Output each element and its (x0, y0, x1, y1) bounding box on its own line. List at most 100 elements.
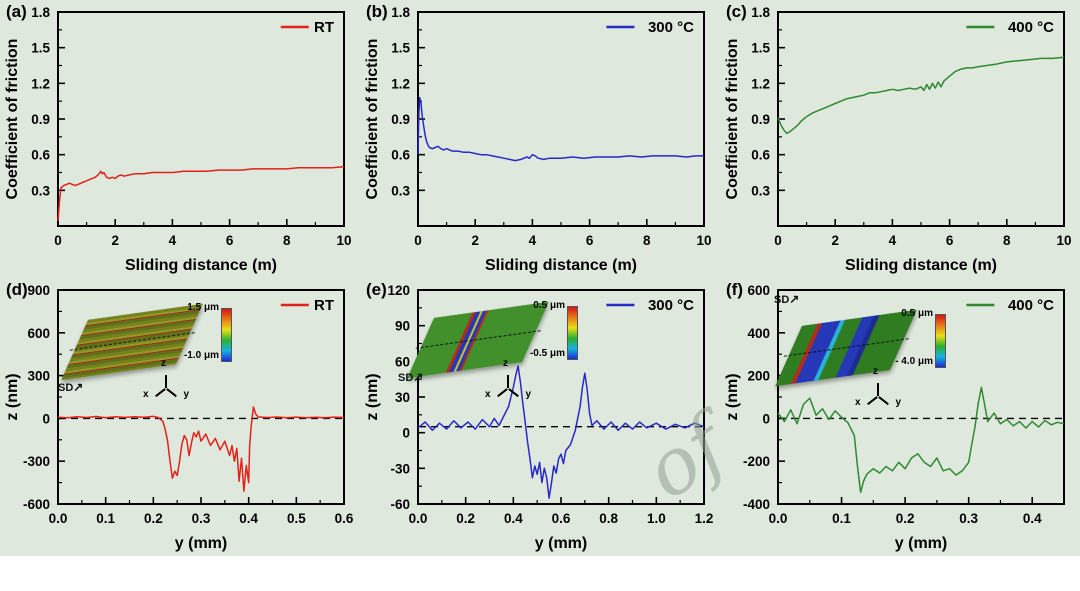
profile-location-line (784, 338, 909, 357)
svg-text:0.6: 0.6 (335, 511, 354, 526)
z-axis-line (165, 375, 167, 388)
z-axis-line (877, 383, 879, 396)
profile-location-line (70, 332, 195, 351)
bottom-white-margin (0, 556, 1080, 591)
svg-text:0.6: 0.6 (31, 148, 50, 163)
colorbar-min-label: -0.5 μm (529, 348, 565, 359)
svg-text:0: 0 (402, 426, 410, 441)
svg-text:0.6: 0.6 (751, 148, 770, 163)
svg-text:y (mm): y (mm) (895, 535, 947, 552)
svg-text:0.6: 0.6 (552, 511, 571, 526)
wear-track-3d-map (61, 303, 203, 381)
panel-d: 0.0 0.1 0.2 0.3 0.4 0.5 0.6 -600 -300 0 300 600 900 y… (0, 278, 360, 556)
panel-a: 0 2 4 6 8 10 0.3 0.6 0.9 1.2 1.5 1.8 Sliding distanc… (0, 0, 360, 278)
panel-grid: 0 2 4 6 8 10 0.3 0.6 0.9 1.2 1.5 1.8 Sliding distanc… (0, 0, 1080, 556)
svg-text:2: 2 (111, 233, 119, 248)
svg-text:y (mm): y (mm) (175, 535, 227, 552)
svg-text:0.2: 0.2 (144, 511, 163, 526)
svg-text:300 °C: 300 °C (648, 297, 694, 314)
svg-text:-60: -60 (390, 497, 410, 512)
svg-text:z (nm): z (nm) (724, 373, 741, 420)
svg-text:0: 0 (42, 411, 50, 426)
svg-text:400 °C: 400 °C (1008, 297, 1054, 314)
chart-d-profile-rt: 0.0 0.1 0.2 0.3 0.4 0.5 0.6 -600 -300 0 300 600 900 y… (4, 283, 354, 552)
svg-text:-200: -200 (743, 454, 770, 469)
svg-text:8: 8 (1003, 233, 1011, 248)
svg-text:2: 2 (471, 233, 479, 248)
svg-text:0: 0 (414, 233, 422, 248)
colorbar-min-label: - 4.0 μm (895, 356, 933, 367)
svg-text:0.0: 0.0 (769, 511, 788, 526)
svg-text:z (nm): z (nm) (4, 373, 21, 420)
svg-text:0: 0 (774, 233, 782, 248)
svg-text:z (nm): z (nm) (364, 373, 381, 420)
colorbar-min-label: -1.0 μm (183, 350, 219, 361)
sliding-direction-label: SD↗ (398, 370, 424, 384)
svg-text:4: 4 (169, 233, 177, 248)
panel-f: 0.0 0.1 0.2 0.3 0.4 -400 -200 0 200 400 600 y (mm) z… (720, 278, 1080, 556)
svg-text:Coefficient of friction: Coefficient of friction (364, 39, 381, 200)
svg-text:900: 900 (27, 283, 50, 298)
svg-text:4: 4 (529, 233, 537, 248)
chart-a-friction-rt: 0 2 4 6 8 10 0.3 0.6 0.9 1.2 1.5 1.8 Sliding distanc… (4, 5, 352, 274)
colorbar-max-label: 0.5 μm (533, 300, 565, 311)
svg-text:0.0: 0.0 (409, 511, 428, 526)
svg-text:1.2: 1.2 (391, 76, 410, 91)
svg-text:-400: -400 (743, 497, 770, 512)
svg-text:1.8: 1.8 (31, 5, 50, 20)
svg-text:Coefficient of friction: Coefficient of friction (724, 39, 741, 200)
svg-text:2: 2 (831, 233, 839, 248)
svg-text:1.2: 1.2 (751, 76, 770, 91)
panel-label-c: (c) (726, 2, 747, 21)
svg-text:1.8: 1.8 (391, 5, 410, 20)
svg-text:4: 4 (889, 233, 897, 248)
colorbar (221, 308, 232, 362)
z-axis-line (507, 375, 509, 388)
svg-text:0.0: 0.0 (49, 511, 68, 526)
svg-text:0.1: 0.1 (832, 511, 851, 526)
svg-text:0.3: 0.3 (192, 511, 211, 526)
surface-map-inset-e: SD↗ z x y 0.5 μm -0.5 μm (398, 292, 606, 400)
svg-text:0.3: 0.3 (751, 183, 770, 198)
axis-triad-icon: z x y (485, 358, 531, 400)
svg-text:60: 60 (395, 354, 410, 369)
svg-text:300 °C: 300 °C (648, 19, 694, 36)
svg-text:0.4: 0.4 (504, 511, 523, 526)
svg-text:6: 6 (946, 233, 954, 248)
svg-text:6: 6 (586, 233, 594, 248)
svg-text:0.1: 0.1 (96, 511, 115, 526)
svg-text:0.3: 0.3 (959, 511, 978, 526)
sd-arrow-icon: ↗ (413, 370, 424, 384)
panel-label-e: (e) (366, 280, 387, 299)
svg-text:300: 300 (27, 369, 50, 384)
panel-c: 0 2 4 6 8 10 0.3 0.6 0.9 1.2 1.5 1.8 Sliding distanc… (720, 0, 1080, 278)
axis-triad-icon: z x y (855, 366, 901, 408)
svg-text:6: 6 (226, 233, 234, 248)
svg-text:0.3: 0.3 (391, 183, 410, 198)
svg-text:1.5: 1.5 (751, 41, 770, 56)
svg-text:0.5: 0.5 (287, 511, 306, 526)
svg-text:1.5: 1.5 (391, 41, 410, 56)
svg-text:0.2: 0.2 (896, 511, 915, 526)
svg-text:8: 8 (283, 233, 291, 248)
panel-b: 0 2 4 6 8 10 0.3 0.6 0.9 1.2 1.5 1.8 Sliding distanc… (360, 0, 720, 278)
svg-text:0.4: 0.4 (239, 511, 258, 526)
svg-text:1.5: 1.5 (31, 41, 50, 56)
sd-arrow-icon: ↗ (73, 380, 84, 394)
chart-c-friction-400c: 0 2 4 6 8 10 0.3 0.6 0.9 1.2 1.5 1.8 Sliding distanc… (724, 5, 1072, 274)
svg-text:1.0: 1.0 (647, 511, 666, 526)
svg-text:10: 10 (1056, 233, 1071, 248)
sliding-direction-label: SD↗ (774, 292, 800, 306)
svg-text:Sliding distance (m): Sliding distance (m) (485, 257, 637, 274)
chart-b-friction-300c: 0 2 4 6 8 10 0.3 0.6 0.9 1.2 1.5 1.8 Sliding distanc… (364, 5, 712, 274)
panel-e: 0.0 0.2 0.4 0.6 0.8 1.0 1.2 -60 -30 0 30 60 90 120 y (… (360, 278, 720, 556)
svg-text:RT: RT (314, 19, 334, 36)
svg-text:Sliding distance (m): Sliding distance (m) (845, 257, 997, 274)
svg-text:400 °C: 400 °C (1008, 19, 1054, 36)
svg-text:y (mm): y (mm) (535, 535, 587, 552)
axis-triad-icon: z x y (143, 358, 189, 400)
svg-text:1.8: 1.8 (751, 5, 770, 20)
profile-location-line (416, 330, 541, 349)
svg-text:0.6: 0.6 (391, 148, 410, 163)
surface-map-inset-f: SD↗ z x y 0.5 μm - 4.0 μm (774, 292, 974, 408)
